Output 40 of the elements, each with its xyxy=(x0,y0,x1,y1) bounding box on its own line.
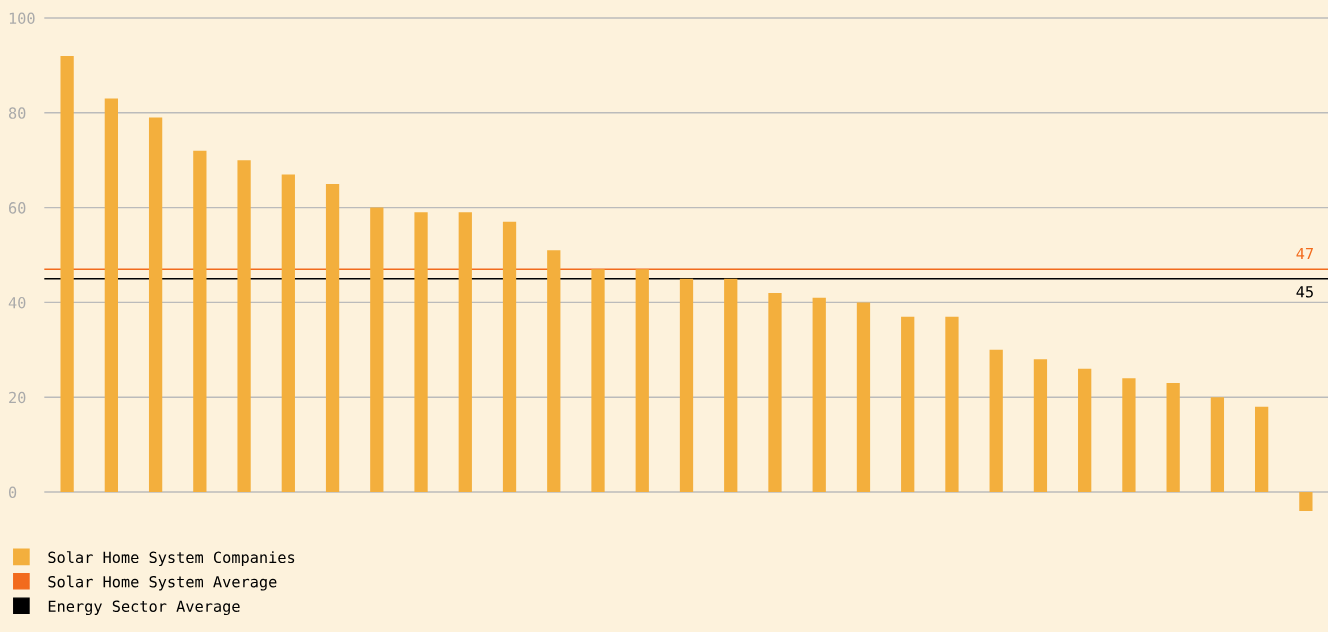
y-tick-label: 20 xyxy=(9,391,26,404)
bar xyxy=(1033,359,1048,493)
y-tick-label: 0 xyxy=(8,486,17,499)
bar xyxy=(325,183,340,493)
bar xyxy=(458,212,472,493)
bar xyxy=(989,349,1003,493)
bar xyxy=(1078,368,1092,493)
bar xyxy=(60,55,74,493)
y-tick-label: 100 xyxy=(9,12,35,25)
bar xyxy=(1166,383,1180,493)
bar xyxy=(901,316,915,493)
bar xyxy=(502,221,517,493)
bar xyxy=(148,117,163,493)
bar xyxy=(1122,378,1136,493)
y-tick-label: 60 xyxy=(8,202,26,214)
bar xyxy=(414,212,428,493)
bar xyxy=(768,292,782,493)
legend-label: Solar Home System Average xyxy=(48,575,277,591)
bar xyxy=(547,250,561,493)
bar xyxy=(237,160,251,493)
bar xyxy=(679,278,694,493)
bar xyxy=(856,302,871,493)
bar xyxy=(635,269,649,493)
bar xyxy=(591,269,605,493)
bar xyxy=(1299,492,1313,511)
annotation: 47 xyxy=(1296,247,1313,260)
bar xyxy=(193,150,207,493)
annotation: 45 xyxy=(1296,286,1313,298)
legend-label: Solar Home System Companies xyxy=(48,551,295,567)
y-tick-label: 80 xyxy=(8,107,26,119)
bar xyxy=(370,207,384,493)
bar xyxy=(104,98,118,493)
bar xyxy=(281,174,295,493)
bar xyxy=(945,316,959,493)
bar xyxy=(812,297,826,493)
legend-label: Energy Sector Average xyxy=(48,600,240,616)
bar xyxy=(1255,406,1269,493)
y-tick-label: 40 xyxy=(8,296,26,309)
bar xyxy=(1210,397,1225,493)
bar xyxy=(724,278,738,493)
